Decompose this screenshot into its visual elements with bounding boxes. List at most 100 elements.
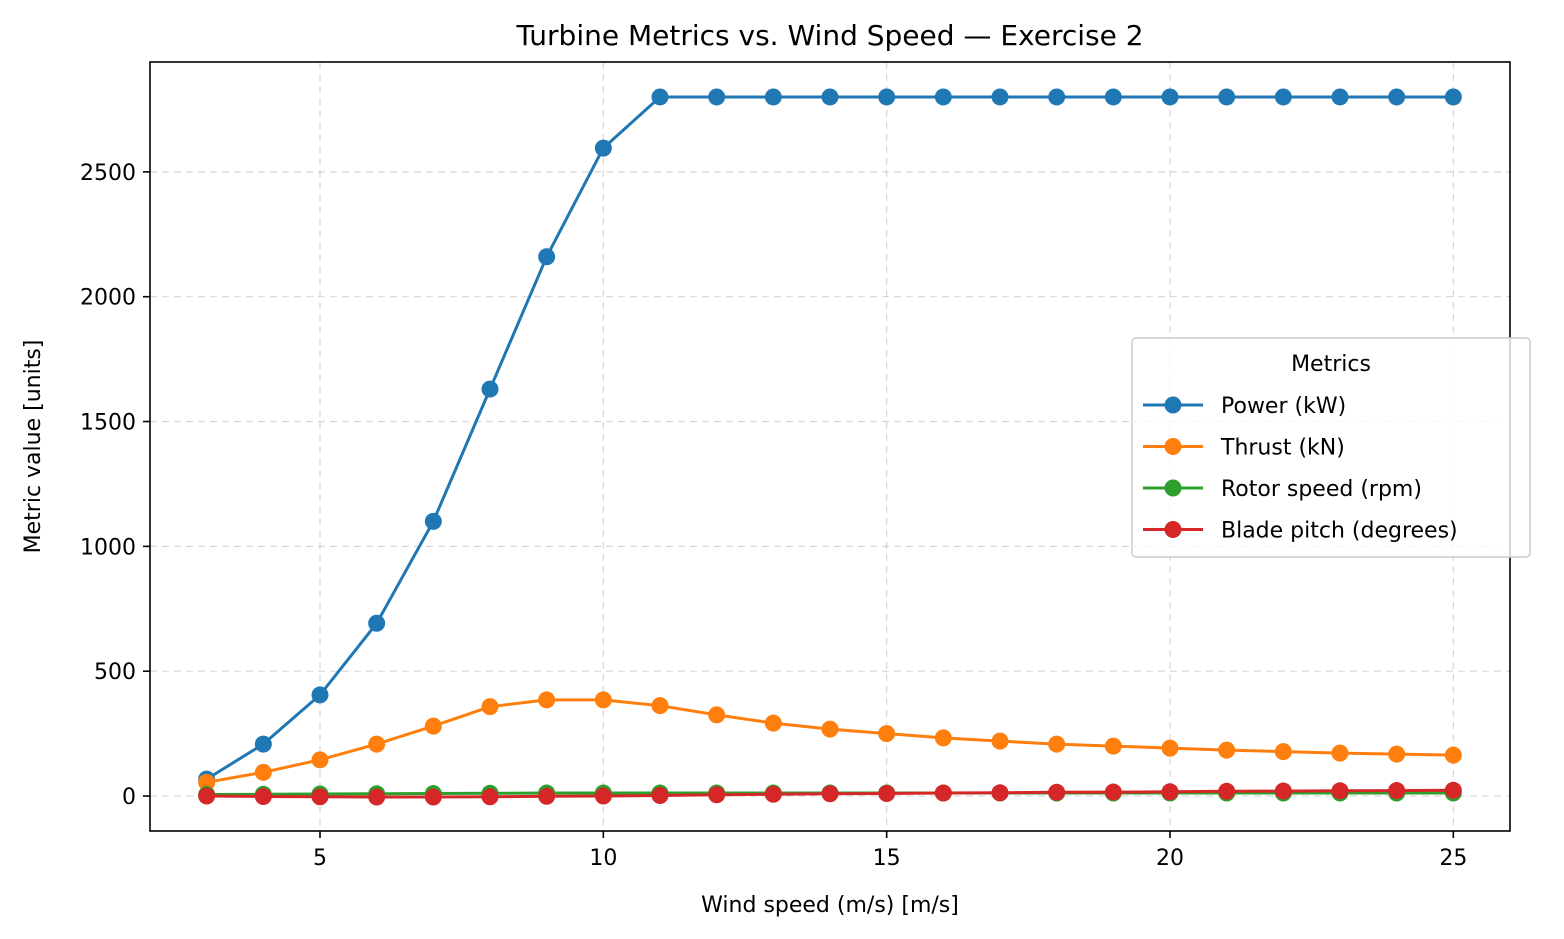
y-tick-label: 500 xyxy=(94,660,136,685)
data-point xyxy=(821,785,839,803)
data-point xyxy=(254,735,272,753)
legend-marker xyxy=(1164,479,1182,497)
data-point xyxy=(594,691,612,709)
data-point xyxy=(708,786,726,804)
x-tick-label: 25 xyxy=(1439,846,1467,871)
data-point xyxy=(1274,88,1292,106)
data-point xyxy=(991,732,1009,750)
y-axis-label: Metric value [units] xyxy=(21,340,46,554)
data-point xyxy=(821,88,839,106)
data-point xyxy=(198,773,216,791)
x-tick-label: 10 xyxy=(589,846,617,871)
data-point xyxy=(368,735,386,753)
series-line xyxy=(206,698,1454,784)
legend-entry: Power (kW) xyxy=(1143,394,1346,419)
data-point xyxy=(878,725,896,743)
data-point xyxy=(254,788,272,806)
legend-marker xyxy=(1164,396,1182,414)
x-tick-label: 15 xyxy=(873,846,901,871)
y-tick-label: 1500 xyxy=(80,411,136,436)
data-point xyxy=(1161,88,1179,106)
data-point xyxy=(651,88,669,106)
series-0 xyxy=(198,88,1462,788)
data-point xyxy=(1218,741,1236,759)
data-point xyxy=(1388,88,1406,106)
chart-title: Turbine Metrics vs. Wind Speed — Exercis… xyxy=(515,19,1143,52)
data-point xyxy=(991,88,1009,106)
data-point xyxy=(1331,744,1349,762)
y-axis-ticks: 0 500 1000 1500 2000 2500 xyxy=(80,161,150,810)
data-point xyxy=(878,785,896,803)
data-point xyxy=(1104,88,1122,106)
data-point xyxy=(934,88,952,106)
series-1 xyxy=(198,691,1462,791)
data-point xyxy=(311,788,329,806)
data-point xyxy=(708,88,726,106)
data-point xyxy=(198,787,216,805)
data-point xyxy=(1444,746,1462,764)
data-point xyxy=(1161,739,1179,757)
data-point xyxy=(764,714,782,732)
data-point xyxy=(1274,782,1292,800)
data-point xyxy=(821,720,839,738)
data-point xyxy=(651,787,669,805)
data-point xyxy=(934,729,952,747)
legend-label: Thrust (kN) xyxy=(1220,436,1345,461)
data-point xyxy=(1331,782,1349,800)
legend-title: Metrics xyxy=(1291,352,1371,377)
legend-label: Power (kW) xyxy=(1221,394,1346,419)
data-point xyxy=(1444,88,1462,106)
x-axis-ticks: 5 10 15 20 25 xyxy=(313,831,1467,871)
data-point xyxy=(1388,782,1406,800)
x-axis-label: Wind speed (m/s) [m/s] xyxy=(701,893,959,918)
data-point xyxy=(708,706,726,724)
data-point xyxy=(1048,783,1066,801)
legend-marker xyxy=(1164,521,1182,538)
data-point xyxy=(1048,735,1066,753)
legend-entry: Rotor speed (rpm) xyxy=(1143,477,1422,502)
data-point xyxy=(1388,745,1406,763)
legend-label: Blade pitch (degrees) xyxy=(1221,519,1458,544)
data-point xyxy=(481,380,499,398)
legend-entry: Blade pitch (degrees) xyxy=(1143,519,1458,544)
data-point xyxy=(594,787,612,805)
legend-label: Rotor speed (rpm) xyxy=(1221,477,1422,502)
data-point xyxy=(1274,743,1292,761)
series-layer xyxy=(198,88,1462,806)
data-point xyxy=(254,763,272,781)
legend-entries: Power (kW) Thrust (kN) Rotor speed (rpm) Bl… xyxy=(1143,394,1458,544)
data-point xyxy=(538,787,556,805)
legend-entry: Thrust (kN) xyxy=(1143,436,1345,461)
y-tick-label: 2000 xyxy=(80,286,136,311)
y-tick-label: 1000 xyxy=(80,535,136,560)
data-point xyxy=(878,88,896,106)
data-point xyxy=(934,784,952,802)
legend-box xyxy=(1131,337,1531,558)
data-point xyxy=(481,698,499,716)
data-point xyxy=(311,686,329,704)
data-point xyxy=(538,248,556,266)
y-tick-label: 2500 xyxy=(80,161,136,186)
data-point xyxy=(368,614,386,632)
data-point xyxy=(1218,782,1236,800)
data-point xyxy=(594,139,612,157)
series-3 xyxy=(198,781,1462,806)
data-point xyxy=(424,717,442,735)
data-point xyxy=(1218,88,1236,106)
data-point xyxy=(1048,88,1066,106)
data-point xyxy=(991,784,1009,802)
data-point xyxy=(764,785,782,803)
data-point xyxy=(311,751,329,769)
data-point xyxy=(481,788,499,806)
data-point xyxy=(424,788,442,806)
data-point xyxy=(1331,88,1349,106)
y-tick-label: 0 xyxy=(122,785,136,810)
data-point xyxy=(1444,781,1462,799)
data-point xyxy=(1161,783,1179,801)
data-point xyxy=(368,788,386,806)
legend: Metrics Power (kW) Thrust (kN) Rotor speed… xyxy=(1131,337,1531,558)
data-point xyxy=(1104,783,1122,801)
data-point xyxy=(651,697,669,715)
data-point xyxy=(424,512,442,530)
